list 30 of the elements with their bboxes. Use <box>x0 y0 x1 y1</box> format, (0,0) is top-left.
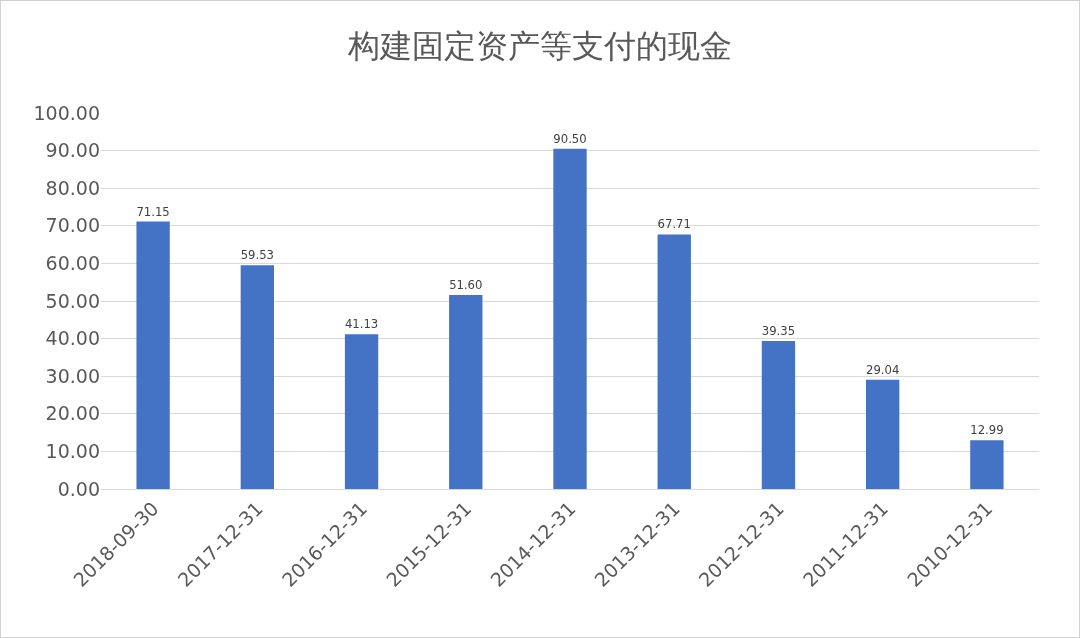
y-tick-label: 0.00 <box>57 477 100 500</box>
data-label: 29.04 <box>866 362 900 377</box>
bar <box>761 341 796 489</box>
y-tick-label: 30.00 <box>45 364 100 387</box>
y-tick-label: 60.00 <box>45 252 100 275</box>
bar <box>136 221 170 489</box>
bar <box>240 265 275 489</box>
data-label: 59.53 <box>240 248 274 263</box>
data-label: 71.15 <box>136 204 170 219</box>
data-label: 12.99 <box>970 423 1004 438</box>
data-label: 67.71 <box>657 217 691 232</box>
bar <box>970 440 1004 489</box>
chart-title: 构建固定资产等支付的现金 <box>347 26 732 65</box>
data-label: 39.35 <box>761 324 796 339</box>
y-tick-label: 10.00 <box>45 440 100 463</box>
y-tick-label: 20.00 <box>45 402 100 425</box>
data-label: 90.50 <box>553 131 587 146</box>
y-tick-label: 70.00 <box>45 214 100 237</box>
y-tick-label: 90.00 <box>45 139 100 162</box>
bar <box>865 379 900 489</box>
y-tick-label: 40.00 <box>45 327 100 350</box>
bar <box>657 234 691 489</box>
bar <box>344 334 379 489</box>
y-tick-label: 50.00 <box>45 289 100 312</box>
y-tick-label: 100.00 <box>33 101 100 124</box>
bar <box>553 148 587 489</box>
data-label: 41.13 <box>344 317 379 332</box>
y-tick-label: 80.00 <box>45 176 100 199</box>
bar <box>449 294 483 489</box>
data-label: 51.60 <box>449 278 483 293</box>
